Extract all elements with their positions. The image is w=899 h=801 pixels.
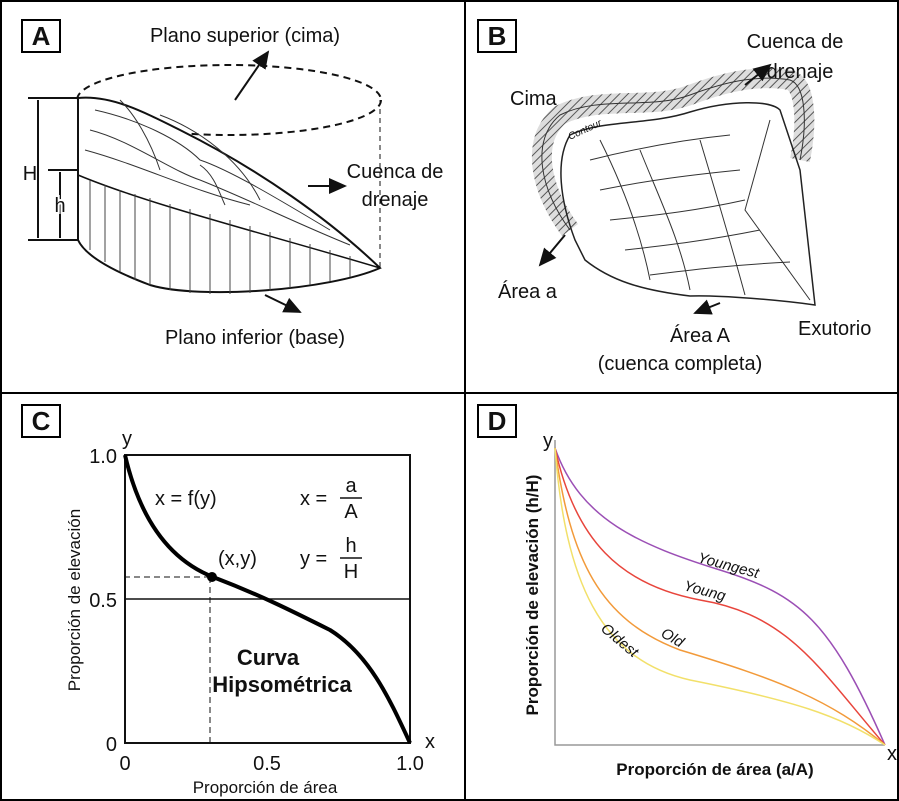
panel-c: C y x 1.0 0.5 0 0 0.5 1.0 Proporción de … <box>21 404 435 797</box>
top-plane <box>76 64 382 136</box>
label: Plano superior (cima) <box>150 25 340 47</box>
panel-label-box <box>477 404 517 438</box>
contours <box>589 119 811 301</box>
curve-young <box>554 447 886 746</box>
label: H <box>23 163 37 185</box>
guide <box>125 576 211 743</box>
panel-b: B Contour Cima Cuenca de drenaje Área a … <box>477 19 871 375</box>
panel-d: D y x Proporción de área (a/A) Proporció… <box>477 404 897 779</box>
arrow <box>538 234 566 267</box>
arrow <box>744 63 772 86</box>
x-tick-label: 0 <box>119 753 130 775</box>
contours <box>84 99 351 246</box>
label: drenaje <box>767 61 834 83</box>
formula: x = f(y) <box>155 488 217 510</box>
point-label: (x,y) <box>218 548 257 570</box>
formula: H <box>344 561 358 583</box>
formula: x = <box>300 488 327 510</box>
panel-label-box <box>477 19 517 53</box>
panel-a: A Plano superior (cima) H h h Cuenca de … <box>21 19 444 349</box>
x-axis-title: Proporción de área (a/A) <box>616 760 813 779</box>
panel-label-box <box>21 404 61 438</box>
label: Área a <box>498 280 558 303</box>
panel-label-box <box>21 19 61 53</box>
label-halo: h <box>54 195 65 217</box>
axis-name: x <box>425 731 435 753</box>
curve-label: Curva <box>237 645 300 670</box>
panel-label: B <box>488 21 507 51</box>
curve-label: Hipsométrica <box>212 672 352 697</box>
axis-name: y <box>122 428 132 450</box>
label: (cuenca completa) <box>598 353 763 375</box>
curve-youngest <box>554 447 886 746</box>
label: Cuenca de <box>747 31 844 53</box>
formula: h <box>345 535 356 557</box>
curve-label: Old <box>658 625 687 652</box>
hatch <box>89 180 351 294</box>
height-markers <box>28 97 78 241</box>
arrow <box>693 299 721 315</box>
y-tick-label: 0 <box>106 734 117 756</box>
formula: a <box>345 475 357 497</box>
divide-band <box>531 68 815 236</box>
panel-label: C <box>32 406 51 436</box>
arrow <box>234 50 270 101</box>
arrow <box>264 294 302 313</box>
label: Exutorio <box>798 318 871 340</box>
formula: y = <box>300 548 327 570</box>
hypsometric-curve <box>123 454 412 744</box>
x-tick-label: 1.0 <box>396 753 424 775</box>
panel-label: D <box>488 406 507 436</box>
label: Contour <box>567 117 604 142</box>
y-tick-label: 0.5 <box>89 590 117 612</box>
point <box>207 572 217 582</box>
x-axis-title: Proporción de área <box>193 778 338 797</box>
y-axis-title: Proporción de elevación (h/H) <box>523 475 542 716</box>
basin-edge <box>77 174 381 269</box>
y-tick-label: 1.0 <box>89 446 117 468</box>
axis-name: y <box>543 430 553 452</box>
divide-edge <box>541 77 805 231</box>
axis-name: x <box>887 743 897 765</box>
curve-oldest <box>554 447 886 746</box>
axes <box>554 440 885 746</box>
x-tick-label: 0.5 <box>253 753 281 775</box>
y-axis-title: Proporción de elevación <box>65 509 84 691</box>
basin-outline <box>560 102 816 306</box>
basin-body <box>77 96 382 294</box>
label: Cuenca de <box>347 161 444 183</box>
curve-label: Youngest <box>696 549 762 582</box>
curve-old <box>554 447 886 746</box>
formula: A <box>344 501 358 523</box>
label: Área A <box>670 324 731 347</box>
label: h <box>54 195 65 217</box>
label: Cima <box>510 88 558 110</box>
label: Plano inferior (base) <box>165 327 345 349</box>
panel-label: A <box>32 21 51 51</box>
label: drenaje <box>362 189 429 211</box>
